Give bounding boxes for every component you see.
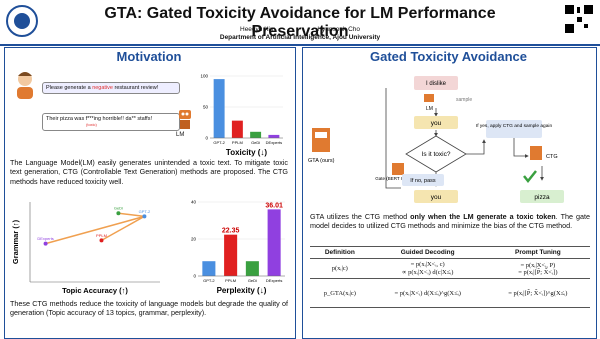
- table-wrap: Definition Guided Decoding Prompt Tuning p…: [310, 246, 590, 308]
- bar: [231, 120, 243, 138]
- node-label: Gate (BERT Classifier): [375, 176, 421, 181]
- lm-label: LM: [176, 132, 185, 138]
- author: Heegyu Kim: [240, 26, 276, 33]
- point-label: PPLM: [96, 233, 107, 238]
- x-tick-label: DExperts: [266, 140, 282, 145]
- x-tick-label: GeDi: [251, 140, 260, 145]
- connector: [101, 215, 145, 242]
- y-tick-label: 0: [205, 136, 208, 141]
- text-bold: only when the LM generate a toxic token: [410, 212, 556, 221]
- chart-title: Toxicity (↓): [226, 148, 268, 157]
- prompt-text: Please generate a: [46, 85, 93, 91]
- node-label: GTA (ours): [308, 158, 335, 164]
- node-box: [414, 76, 458, 90]
- cell: p_GTA(xᵢ|c): [310, 278, 370, 308]
- bar: [250, 131, 262, 138]
- y-tick-label: 50: [203, 105, 209, 110]
- header-cell: Guided Decoding: [369, 246, 486, 259]
- x-tick-label: GPT-2: [213, 140, 225, 145]
- gta-diagram: I dislike sample LM you Is it toxic? If …: [308, 76, 564, 203]
- paragraph: The Language Model(LM) easily generates …: [10, 158, 288, 186]
- header: GTA: Gated Toxicity Avoidance for LM Per…: [0, 0, 600, 46]
- qr-code: [564, 4, 594, 34]
- point-label: GeDi: [114, 206, 123, 211]
- user-icon: [17, 72, 33, 99]
- point: [99, 238, 104, 243]
- bar: [202, 261, 216, 276]
- authors: Heegyu Kim Hyunsouk Cho: [240, 26, 360, 33]
- header-cell: Prompt Tuning: [485, 246, 590, 259]
- point-label: GPT-2: [139, 209, 151, 214]
- quality-scatter: GPT-2 PPLM GeDi DExperts Topic Accuracy (↑) G…: [11, 202, 160, 295]
- point: [142, 214, 147, 219]
- point-label: DExperts: [37, 236, 53, 241]
- paragraph: GTA utilizes the CTG method only when th…: [310, 212, 590, 231]
- node-label: sample: [456, 97, 472, 103]
- prompt-bubble: Please generate a negative restaurant re…: [42, 82, 180, 94]
- robot-icon: [179, 110, 191, 129]
- bar: [245, 261, 259, 276]
- node-label: CTG: [546, 154, 558, 160]
- bar: [268, 134, 280, 138]
- point: [43, 241, 48, 246]
- title: GTA: Gated Toxicity Avoidance for LM Per…: [104, 5, 496, 40]
- y-tick-label: 100: [200, 74, 208, 79]
- y-axis-label: Grammar (↑): [11, 219, 20, 264]
- x-tick-label: PPLM: [225, 278, 236, 283]
- definition-table: Definition Guided Decoding Prompt Tuning p…: [310, 246, 590, 308]
- header-cell: Definition: [310, 246, 370, 259]
- value-label: 36.01: [265, 202, 283, 209]
- value-label: 22.35: [222, 228, 240, 235]
- prompt-text: restaurant review!: [112, 85, 159, 91]
- y-tick-label: 40: [191, 200, 197, 205]
- perplexity-chart: 0 20 40 GPT-2 PPLM 22.35 GeDi DExperts 36.01 Perp…: [191, 200, 285, 295]
- section-heading: Motivation: [116, 49, 182, 64]
- node-label: If yes, apply CTG and sample again: [476, 123, 553, 129]
- node-label: If no, pass: [410, 178, 436, 184]
- toxicity-chart: 0 50 100 GPT-2 PPLM GeDi DExperts Toxicity (↓): [200, 74, 283, 157]
- response-bubble: Their pizza was f***ing horrible!! da** …: [42, 113, 180, 131]
- node-label: I dislike: [426, 81, 447, 87]
- node-label: pizza: [534, 194, 550, 201]
- author: Hyunsouk Cho: [317, 26, 360, 33]
- cell: = p(xᵢ|X<ᵢ) d(X≤ᵢ)^g(X≤ᵢ): [369, 278, 486, 308]
- chart-title: Perplexity (↓): [217, 286, 267, 295]
- x-axis-label: Topic Accuracy (↑): [62, 286, 128, 295]
- text: GTA utilizes the CTG method: [310, 212, 411, 221]
- node-label: Is it toxic?: [422, 151, 451, 158]
- bar: [267, 209, 281, 276]
- x-tick-label: GeDi: [248, 278, 257, 283]
- node-label: you: [431, 194, 442, 201]
- cell: p(xᵢ|c): [310, 258, 370, 279]
- node-label: LM: [426, 106, 433, 112]
- bar: [224, 234, 238, 276]
- connector: [45, 215, 145, 245]
- cell: = p(xᵢ|[P̂; X̂<ᵢ])^g(X≤ᵢ): [485, 278, 590, 308]
- cell: = p(xᵢ|X<ᵢ, c) ∝ p(xᵢ|X<ᵢ) d(c|X≤ᵢ): [369, 258, 486, 279]
- connector: [118, 212, 145, 218]
- x-tick-label: PPLM: [232, 140, 243, 145]
- logo: [6, 5, 38, 37]
- paragraph: These CTG methods reduce the toxicity of…: [10, 299, 288, 318]
- cell: = p(xᵢ|X<ᵢ, P) = p(xᵢ|[P̂; X̂<ᵢ]): [485, 258, 590, 279]
- section-heading: Gated Toxicity Avoidance: [369, 49, 527, 64]
- x-tick-label: GPT-2: [203, 278, 215, 283]
- node-label: If yes, apply CTG and sample again: [476, 123, 553, 129]
- point: [116, 211, 121, 216]
- x-tick-label: DExperts: [266, 278, 282, 283]
- bar: [213, 79, 225, 138]
- toxic-tag: (toxic): [86, 122, 97, 127]
- affiliation: Department of Artificial Intelligence, A…: [219, 34, 381, 41]
- response-text: Their pizza was f***ing horrible!! da** …: [46, 116, 152, 122]
- y-tick-label: 20: [191, 237, 197, 242]
- text: . The gate model decides to utilized CTG…: [310, 212, 590, 231]
- y-tick-label: 0: [193, 274, 196, 279]
- prompt-highlight: negative: [92, 85, 113, 91]
- node-label: you: [431, 120, 442, 127]
